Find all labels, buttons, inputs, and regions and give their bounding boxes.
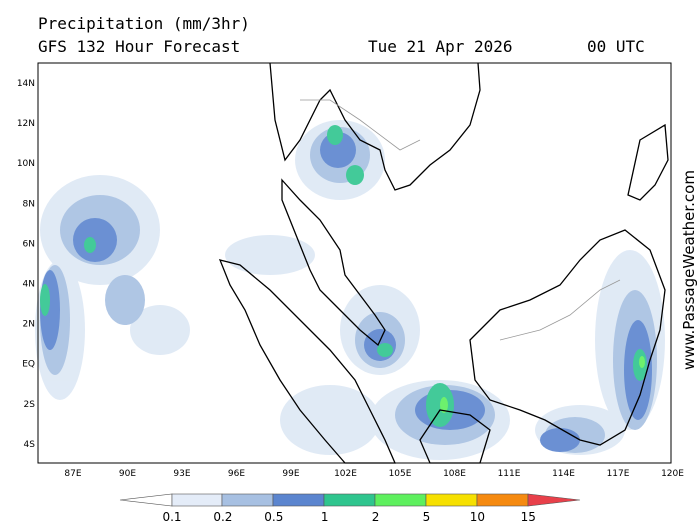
latitude-labels: 14N 12N 10N 8N 6N 4N 2N EQ 2S 4S xyxy=(17,79,35,450)
color-legend xyxy=(119,493,581,507)
lat-label: 6N xyxy=(23,239,35,249)
legend-label: 15 xyxy=(521,510,536,524)
legend-label: 2 xyxy=(372,510,380,524)
lon-label: 105E xyxy=(389,469,412,479)
legend-label: 1 xyxy=(321,510,329,524)
lon-label: 96E xyxy=(228,469,245,479)
lon-label: 108E xyxy=(443,469,466,479)
lon-label: 120E xyxy=(661,469,684,479)
lat-label: 4S xyxy=(24,440,36,450)
lon-label: 93E xyxy=(173,469,190,479)
lat-label: 2S xyxy=(24,400,36,410)
map-subtitle: GFS 132 Hour Forecast xyxy=(38,37,240,56)
coastlines xyxy=(218,62,669,464)
lon-label: 102E xyxy=(334,469,357,479)
lon-label: 87E xyxy=(64,469,81,479)
map-frame xyxy=(37,62,672,464)
lat-label: EQ xyxy=(22,360,35,370)
legend-label: 5 xyxy=(423,510,431,524)
forecast-time: 00 UTC xyxy=(587,37,645,56)
lat-label: 2N xyxy=(23,320,35,330)
legend-label: 0.5 xyxy=(264,510,283,524)
lon-label: 111E xyxy=(498,469,521,479)
lat-label: 8N xyxy=(23,199,35,209)
lat-label: 12N xyxy=(17,119,35,129)
legend-label: 0.1 xyxy=(162,510,181,524)
lon-label: 90E xyxy=(119,469,136,479)
lat-label: 10N xyxy=(17,159,35,169)
forecast-date: Tue 21 Apr 2026 xyxy=(368,37,513,56)
legend-labels: 0.1 0.2 0.5 1 2 5 10 15 xyxy=(162,510,535,524)
borders xyxy=(300,99,621,341)
legend-label: 0.2 xyxy=(213,510,232,524)
lat-label: 4N xyxy=(23,280,35,290)
lon-label: 117E xyxy=(607,469,630,479)
precipitation xyxy=(35,120,665,460)
watermark: www.PassageWeather.com xyxy=(680,170,698,370)
lon-label: 99E xyxy=(282,469,299,479)
lon-label: 114E xyxy=(552,469,575,479)
map-area xyxy=(35,62,672,464)
legend-label: 10 xyxy=(470,510,485,524)
lat-label: 14N xyxy=(17,79,35,89)
longitude-labels: 87E 90E 93E 96E 99E 102E 105E 108E 111E 114E 117E 1… xyxy=(64,469,684,479)
map-title: Precipitation (mm/3hr) xyxy=(38,14,250,33)
